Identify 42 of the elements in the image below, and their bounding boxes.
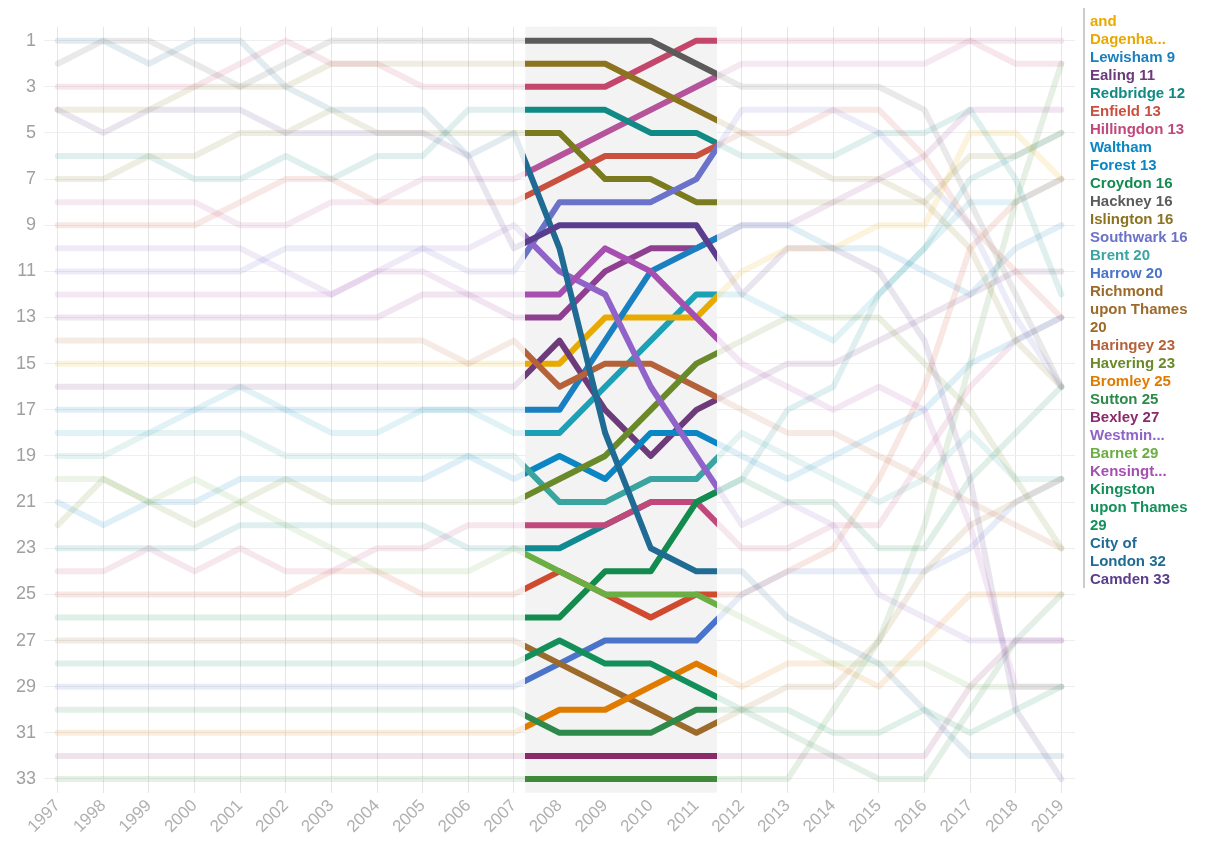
text: Sutton 25 [1090, 390, 1160, 408]
text: Westmin... [1090, 426, 1166, 444]
y-tick-label: 9 [26, 214, 37, 235]
text: Lewisham 9 [1090, 48, 1177, 66]
text: Barnet 29 [1090, 444, 1160, 462]
y-tick-label: 5 [26, 121, 37, 142]
text: Enfield 13 [1090, 102, 1162, 120]
text: Waltham Forest 13 [1090, 138, 1158, 174]
y-tick-label: 23 [15, 537, 37, 558]
text: Islington 16 [1090, 210, 1175, 228]
y-tick-label: 7 [26, 168, 37, 189]
text: Harrow 20 [1090, 264, 1164, 282]
y-tick-label: 29 [15, 675, 37, 696]
text: Bexley 27 [1090, 408, 1161, 426]
text: Brent 20 [1090, 246, 1152, 264]
text: Haringey 23 [1090, 336, 1177, 354]
text: Bromley 25 [1090, 372, 1172, 390]
text: Kingston upon Thames 29 [1090, 480, 1189, 534]
y-tick-label: 33 [15, 767, 37, 788]
text: Ealing 11 [1090, 66, 1157, 84]
text: Croydon 16 [1090, 174, 1174, 192]
text: Havering 23 [1090, 354, 1177, 372]
y-tick-label: 1 [26, 29, 37, 50]
text: Camden 33 [1090, 570, 1172, 588]
text: and Dagenha... [1090, 12, 1167, 48]
y-tick-label: 17 [15, 398, 37, 419]
text: Hackney 16 [1090, 192, 1174, 210]
y-tick-label: 13 [15, 306, 37, 327]
y-tick-label: 21 [15, 491, 37, 512]
y-tick-label: 27 [15, 629, 37, 650]
y-tick-label: 11 [17, 260, 37, 281]
y-tick-label: 19 [15, 444, 37, 465]
y-tick-label: 25 [15, 583, 37, 604]
text: Redbridge 12 [1090, 84, 1187, 102]
text: Hillingdon 13 [1090, 120, 1186, 138]
text: Richmond upon Thames 20 [1090, 282, 1189, 336]
text: Kensingt... [1090, 462, 1168, 480]
y-tick-label: 3 [26, 75, 37, 96]
y-tick-label: 31 [15, 721, 37, 742]
text: City of London 32 [1090, 534, 1167, 570]
y-tick-label: 15 [15, 352, 37, 373]
text: Southwark 16 [1090, 228, 1189, 246]
